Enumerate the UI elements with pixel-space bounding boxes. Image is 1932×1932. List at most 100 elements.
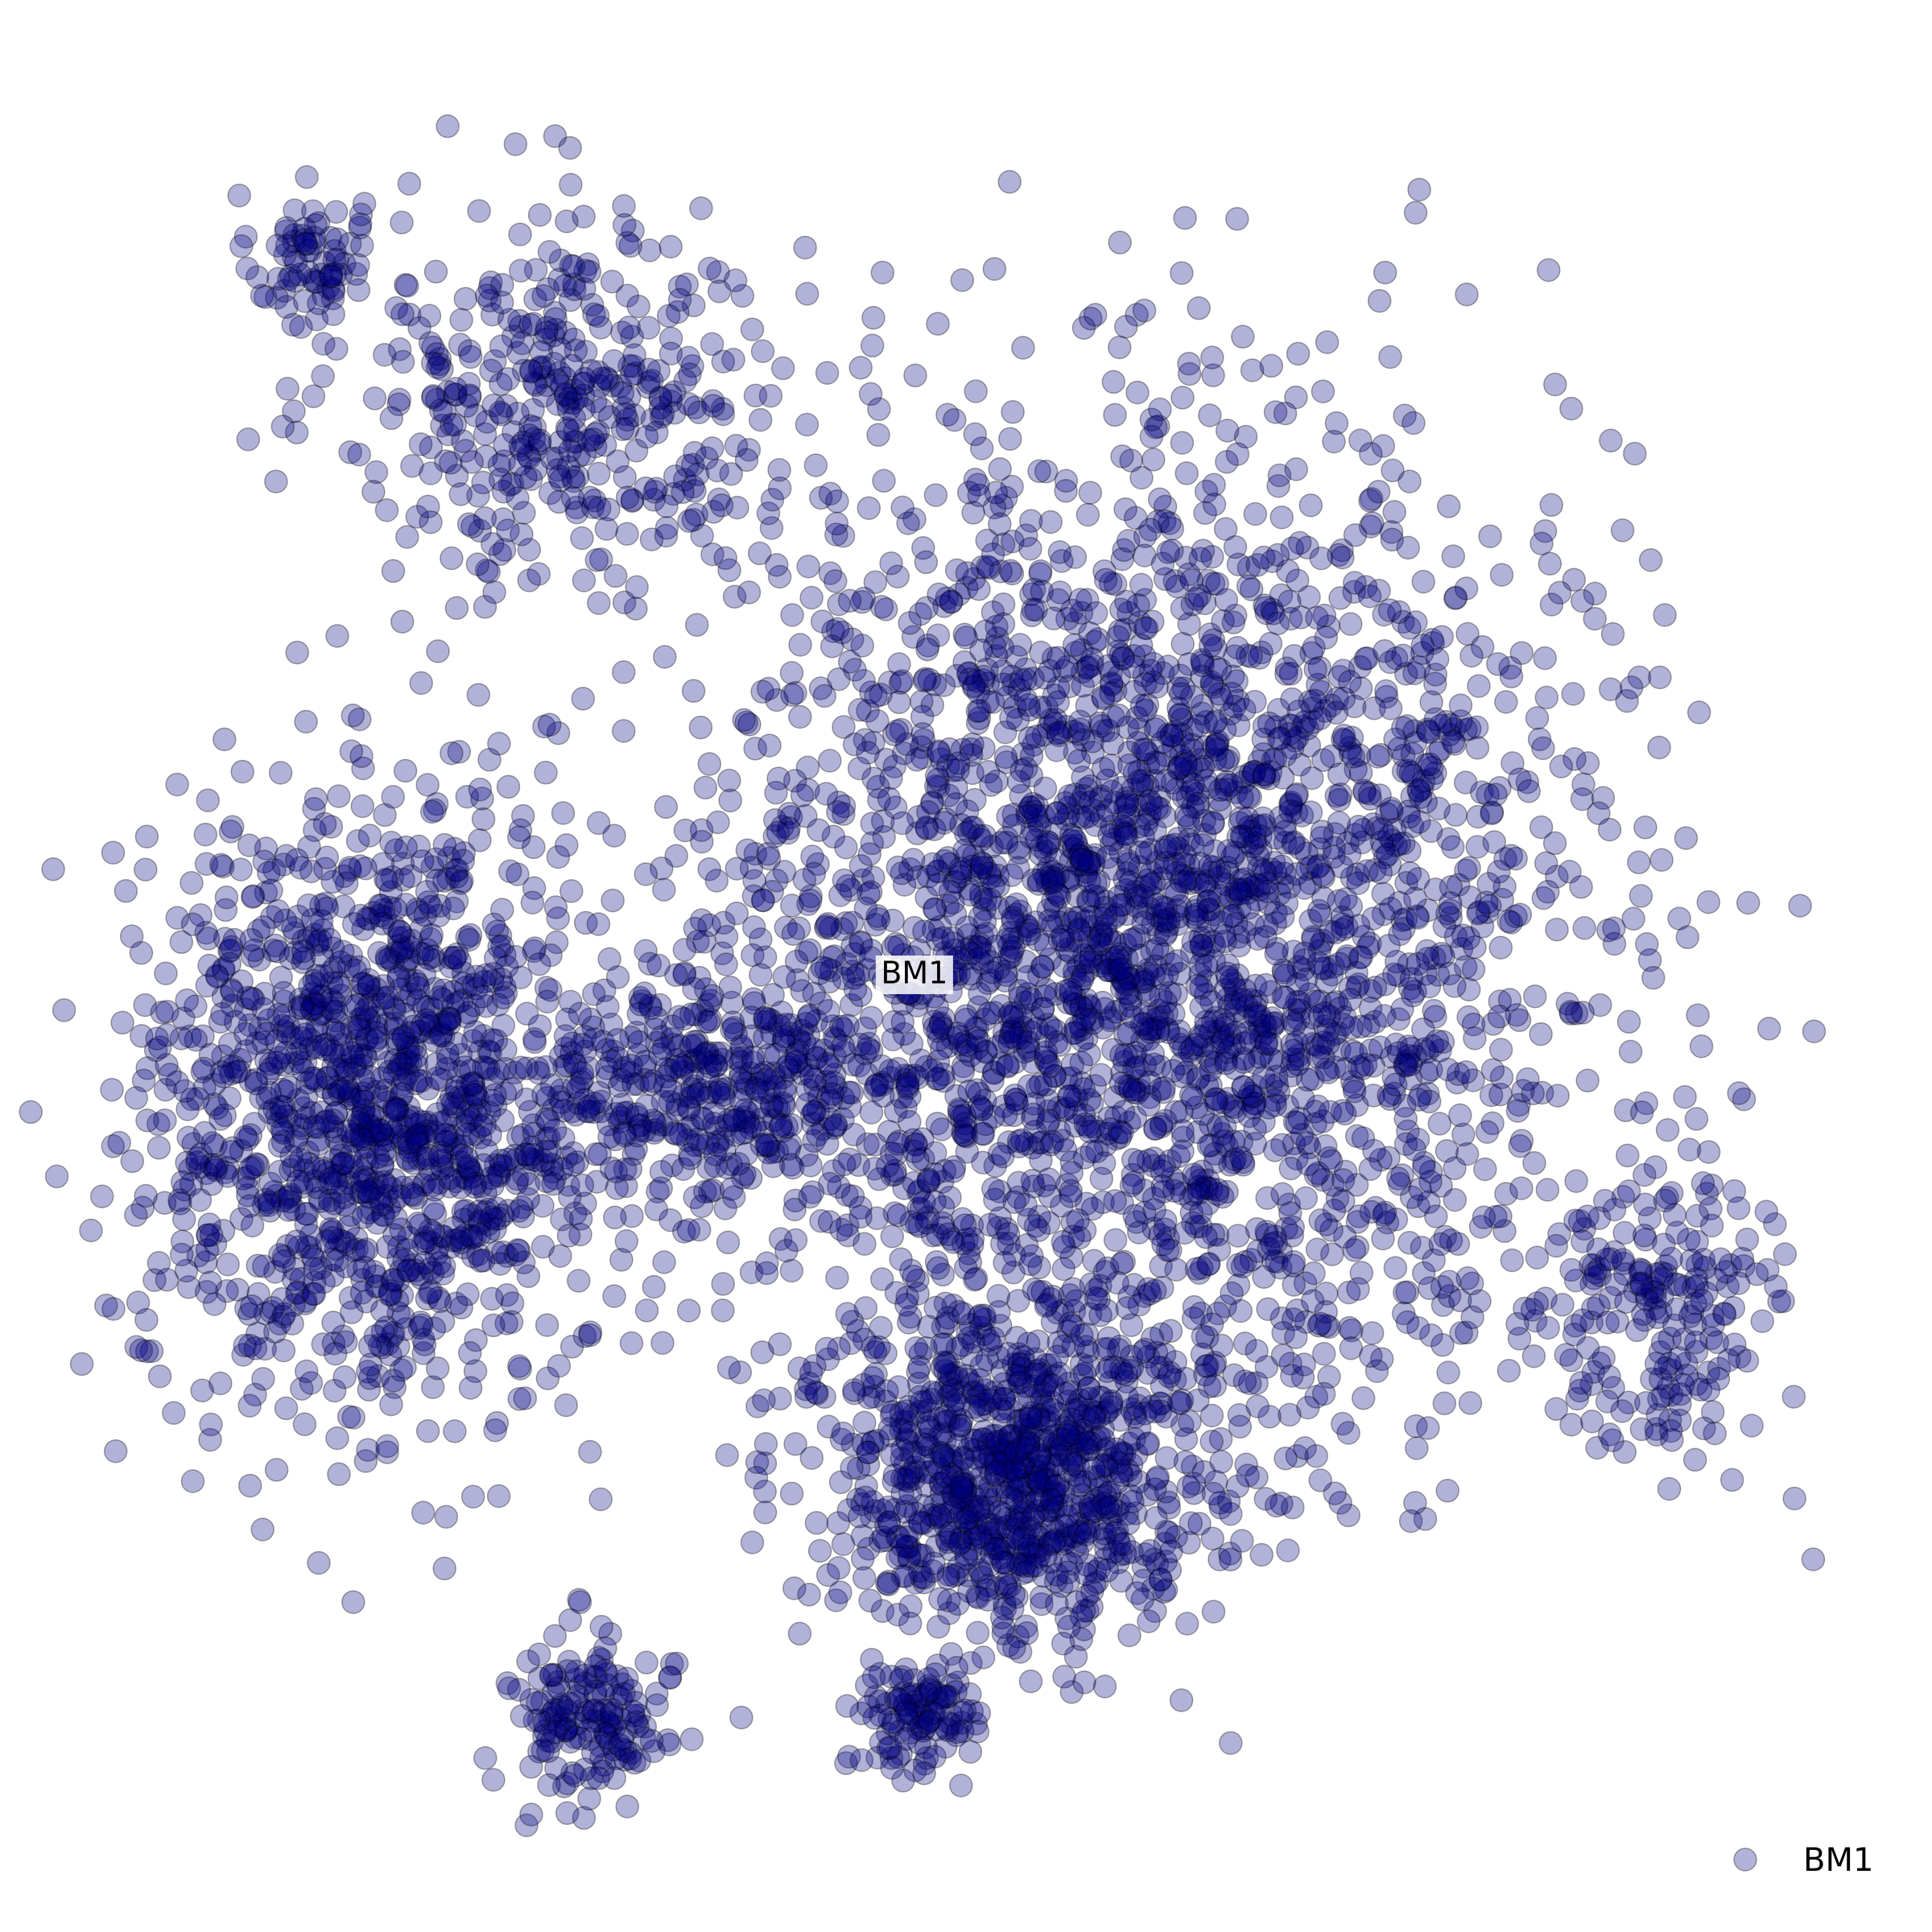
scatter-point — [551, 801, 576, 825]
scatter-point — [291, 228, 316, 253]
scatter-point — [1023, 1214, 1048, 1238]
scatter-point — [325, 227, 349, 251]
scatter-point — [471, 470, 495, 495]
scatter-point — [623, 361, 648, 386]
scatter-point — [1686, 700, 1711, 724]
scatter-point — [620, 324, 644, 349]
scatter-point — [192, 1056, 216, 1081]
scatter-point — [562, 272, 586, 297]
scatter-point — [340, 1154, 365, 1179]
scatter-point — [681, 679, 706, 704]
scatter-point — [448, 949, 472, 974]
scatter-point — [481, 912, 506, 937]
scatter-point — [477, 276, 502, 300]
scatter-point — [516, 1171, 541, 1196]
scatter-point — [1443, 1187, 1468, 1212]
scatter-point — [1569, 875, 1593, 899]
scatter-point — [424, 342, 449, 366]
scatter-point — [602, 824, 626, 848]
scatter-point — [398, 864, 423, 889]
scatter-point — [1202, 492, 1227, 517]
scatter-point — [523, 287, 547, 312]
scatter-point — [272, 279, 296, 303]
scatter-point — [1443, 803, 1468, 828]
scatter-point — [324, 200, 349, 224]
scatter-point — [834, 836, 858, 860]
scatter-point — [586, 419, 610, 444]
scatter-point — [305, 270, 329, 295]
scatter-point — [620, 488, 645, 512]
scatter-point — [559, 353, 584, 378]
scatter-point — [626, 294, 650, 319]
scatter-point — [1377, 598, 1402, 622]
scatter-point — [605, 1027, 630, 1052]
scatter-point — [202, 1292, 227, 1316]
scatter-point — [634, 424, 659, 449]
scatter-point — [553, 320, 578, 345]
scatter-point — [917, 667, 942, 692]
scatter-point — [1298, 493, 1323, 518]
scatter-point — [500, 1291, 525, 1315]
scatter-point — [332, 251, 357, 276]
scatter-point — [1496, 1358, 1521, 1383]
scatter-point — [455, 394, 479, 419]
scatter-point — [527, 428, 552, 452]
scatter-point — [479, 1166, 503, 1191]
scatter-point — [352, 192, 377, 216]
scatter-point — [815, 361, 840, 385]
scatter-point — [1148, 397, 1172, 422]
scatter-point — [613, 464, 637, 489]
scatter-point — [423, 948, 447, 973]
scatter-point — [565, 464, 590, 489]
scatter-point — [705, 458, 729, 483]
scatter-point — [266, 233, 290, 258]
scatter-point — [340, 1300, 364, 1325]
scatter-point — [684, 502, 708, 527]
scatter-point — [640, 407, 665, 432]
scatter-point — [145, 1026, 169, 1051]
scatter-point — [425, 1356, 450, 1381]
scatter-point — [477, 559, 501, 584]
scatter-point — [319, 264, 343, 288]
scatter-point — [441, 993, 465, 1018]
scatter-point — [1473, 1157, 1497, 1182]
scatter-point — [506, 341, 530, 365]
scatter-point — [133, 993, 157, 1018]
scatter-point — [457, 1341, 482, 1365]
scatter-point — [531, 383, 556, 408]
scatter-point — [747, 541, 772, 566]
scatter-point — [866, 423, 890, 448]
scatter-point — [1000, 863, 1024, 887]
scatter-point — [649, 404, 674, 429]
scatter-point — [173, 1079, 197, 1104]
scatter-point — [1395, 1310, 1420, 1335]
scatter-point — [562, 378, 587, 402]
scatter-point — [451, 429, 475, 453]
scatter-point — [513, 1386, 538, 1410]
scatter-point — [379, 406, 404, 431]
scatter-point — [411, 1501, 436, 1525]
scatter-point — [1448, 693, 1473, 717]
scatter-point — [564, 338, 588, 363]
scatter-point — [1627, 850, 1651, 875]
scatter-point — [608, 374, 633, 398]
scatter-point — [430, 413, 454, 438]
scatter-point — [285, 640, 309, 665]
scatter-point — [1536, 258, 1561, 283]
scatter-point — [230, 759, 254, 784]
scatter-point — [571, 687, 596, 711]
scatter-point — [416, 494, 440, 518]
scatter-point — [1386, 1166, 1410, 1191]
scatter-point — [720, 1177, 744, 1201]
scatter-point — [453, 439, 478, 463]
scatter-point — [304, 307, 329, 332]
scatter-point — [502, 420, 526, 444]
scatter-point — [571, 383, 596, 408]
scatter-point — [700, 436, 724, 460]
scatter-point — [288, 856, 313, 880]
scatter-point — [517, 423, 542, 448]
scatter-point — [296, 893, 321, 918]
scatter-point — [563, 419, 588, 443]
scatter-point — [291, 939, 316, 964]
scatter-point — [714, 924, 739, 949]
